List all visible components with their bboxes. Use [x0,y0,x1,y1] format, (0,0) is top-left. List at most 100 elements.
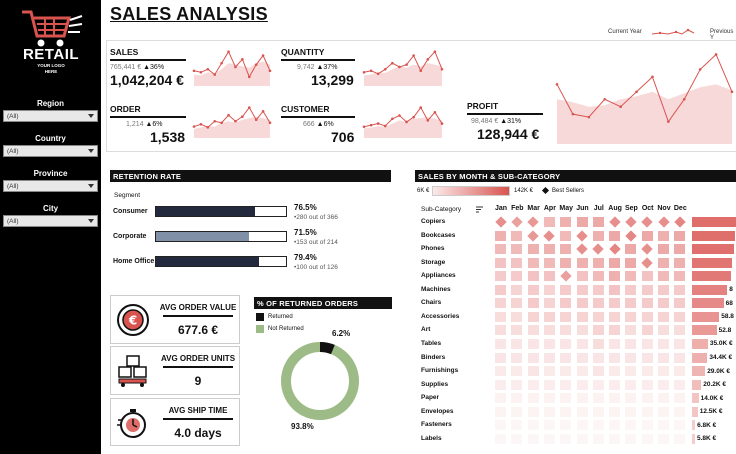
current-year-point[interactable] [587,115,591,119]
heat-cell[interactable] [527,311,539,322]
heat-cell[interactable] [592,420,604,431]
subcat-total-bar[interactable] [692,352,708,363]
current-year-point[interactable] [440,67,444,71]
heat-cell[interactable] [527,298,539,309]
heat-cell[interactable] [592,257,604,268]
current-year-point[interactable] [426,119,430,122]
current-year-point[interactable] [376,72,380,76]
subcat-total-bar[interactable] [692,298,724,309]
heat-cell[interactable] [641,271,653,282]
heat-cell[interactable] [560,298,572,309]
heat-cell[interactable] [625,406,637,417]
heat-cell-best-seller[interactable] [592,243,604,255]
current-year-point[interactable] [405,63,408,66]
heat-cell[interactable] [658,311,669,322]
heat-cell[interactable] [543,257,555,268]
current-year-point[interactable] [412,54,415,57]
current-year-point[interactable] [234,119,237,123]
heat-cell[interactable] [592,393,604,404]
heat-cell[interactable] [674,284,686,295]
heat-cell[interactable] [511,230,523,241]
current-year-point[interactable] [376,122,380,125]
heat-cell[interactable] [511,379,523,390]
current-year-point[interactable] [667,120,670,123]
heat-cell[interactable] [674,325,686,336]
heat-cell[interactable] [527,325,539,336]
heat-cell[interactable] [592,366,604,377]
subcat-total-bar[interactable] [692,393,699,404]
current-year-point[interactable] [261,110,265,113]
heat-cell[interactable] [592,352,604,363]
current-year-point[interactable] [682,97,686,101]
current-year-point[interactable] [241,115,244,118]
current-year-point[interactable] [571,112,575,116]
heat-cell[interactable] [641,366,653,377]
heat-cell[interactable] [674,311,686,322]
heat-cell[interactable] [527,352,539,363]
subcat-total-bar[interactable] [692,433,695,444]
current-year-point[interactable] [383,67,387,71]
heat-cell[interactable] [527,433,539,444]
heat-cell[interactable] [560,433,572,444]
heat-cell-best-seller[interactable] [527,229,539,242]
heat-cell[interactable] [495,325,506,336]
heat-cell[interactable] [625,257,637,268]
heat-cell[interactable] [495,433,506,444]
heat-cell[interactable] [511,298,523,309]
heat-cell[interactable] [625,284,637,295]
heat-cell[interactable] [609,406,621,417]
current-year-point[interactable] [192,69,196,73]
heat-cell[interactable] [625,420,637,431]
current-year-point[interactable] [241,58,244,61]
current-year-point[interactable] [419,106,423,109]
subcat-total-bar[interactable] [692,244,735,255]
current-year-point[interactable] [206,126,210,129]
heat-cell[interactable] [641,393,653,404]
heat-cell[interactable] [543,217,555,227]
current-year-point[interactable] [440,122,444,125]
current-year-point[interactable] [206,67,210,71]
heat-cell[interactable] [674,393,686,404]
heat-cell[interactable] [625,393,637,404]
heat-cell[interactable] [543,244,555,255]
heat-cell[interactable] [560,406,572,417]
subcat-total-bar[interactable] [692,217,736,227]
heat-cell[interactable] [592,284,604,295]
heat-cell[interactable] [609,230,621,241]
heat-cell[interactable] [674,352,686,363]
heat-cell[interactable] [543,379,555,390]
heat-cell[interactable] [641,338,653,349]
heat-cell[interactable] [543,393,555,404]
heat-cell[interactable] [674,257,686,268]
heat-cell-best-seller[interactable] [641,256,653,269]
heat-cell[interactable] [658,325,669,336]
heat-cell[interactable] [576,284,588,295]
heat-cell[interactable] [625,338,637,349]
heat-cell[interactable] [592,230,604,241]
donut-returned-slice[interactable] [281,342,359,420]
heat-cell[interactable] [511,433,523,444]
heat-cell-best-seller[interactable] [511,216,523,228]
heat-cell[interactable] [576,393,588,404]
heat-cell[interactable] [495,420,506,431]
current-year-point[interactable] [635,90,638,94]
heat-cell[interactable] [495,406,506,417]
current-year-point[interactable] [426,58,430,61]
heat-cell[interactable] [658,284,669,295]
current-year-point[interactable] [247,106,251,109]
heat-cell-best-seller[interactable] [527,216,539,228]
heat-cell-best-seller[interactable] [625,216,637,228]
heat-cell[interactable] [592,379,604,390]
current-year-point[interactable] [419,69,423,73]
current-year-point[interactable] [391,117,394,121]
heat-cell[interactable] [641,352,653,363]
current-year-point[interactable] [199,70,203,74]
heat-cell[interactable] [576,379,588,390]
current-year-point[interactable] [555,83,559,86]
heat-cell[interactable] [609,338,621,349]
heat-cell-best-seller[interactable] [543,229,556,242]
heat-cell[interactable] [674,298,686,309]
heat-cell[interactable] [527,244,539,255]
heat-cell[interactable] [658,338,669,349]
subcat-total-bar[interactable] [692,379,702,390]
